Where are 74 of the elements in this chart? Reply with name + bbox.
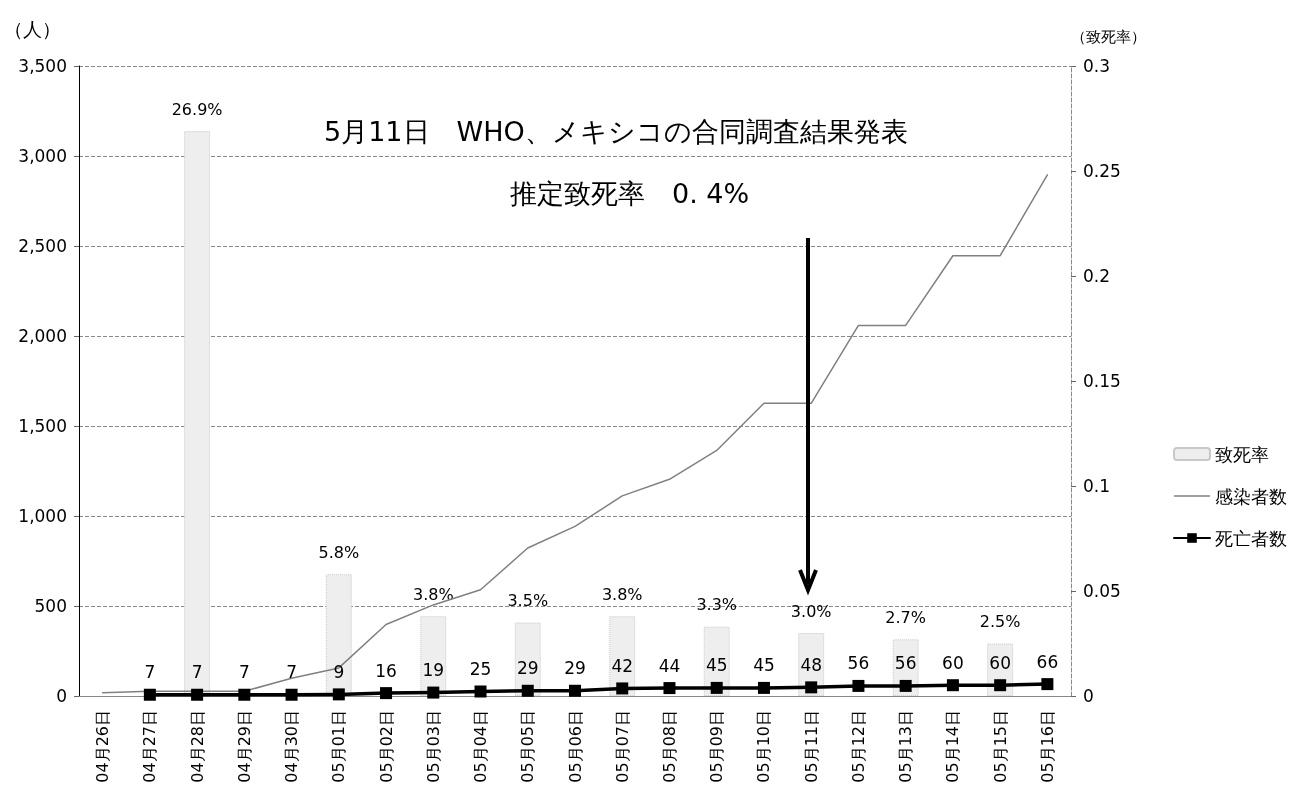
y-tick-label: 1,500: [18, 416, 67, 436]
x-tick-label: 05月03日: [423, 710, 443, 783]
y2-tick-label: 0.15: [1083, 371, 1121, 391]
data-label: 45: [753, 655, 775, 676]
data-label: 3.8%: [412, 584, 454, 604]
data-label: 2.7%: [885, 607, 926, 627]
data-label: 7: [191, 662, 203, 683]
data-label: 3.0%: [790, 601, 832, 621]
x-tick-label: 05月06日: [565, 710, 585, 783]
data-label: 19: [422, 660, 445, 681]
data-label: 7: [144, 662, 156, 683]
x-tick-label: 05月11日: [801, 710, 821, 783]
data-label: 7: [238, 662, 250, 683]
x-tick-label: 05月09日: [707, 710, 727, 783]
x-tick-label: 05月10日: [754, 710, 774, 783]
x-tick-label: 04月30日: [282, 710, 302, 783]
x-tick-label: 04月28日: [187, 710, 207, 783]
data-label: 60: [942, 652, 964, 673]
legend-label: 死亡者数: [1215, 527, 1287, 549]
y-axis-title: （人）: [4, 17, 61, 40]
data-label: 7: [286, 662, 297, 683]
x-tick-label: 05月05日: [518, 710, 538, 783]
y2-tick-label: 0: [1083, 686, 1094, 706]
x-tick-label: 05月13日: [896, 710, 916, 783]
data-label: 56: [894, 653, 917, 674]
x-tick-label: 05月15日: [990, 710, 1010, 783]
y-tick-label: 1,000: [18, 506, 67, 526]
x-tick-label: 04月29日: [234, 710, 254, 783]
data-label: 5.8%: [318, 542, 360, 562]
data-label: 48: [800, 654, 823, 675]
annotation: 推定致死率 0. 4%: [510, 178, 750, 209]
data-label: 25: [469, 659, 492, 679]
data-label: 3.8%: [601, 584, 643, 604]
bar: [325, 574, 352, 696]
data-label: 26.9%: [171, 99, 223, 119]
x-tick-label: 05月04日: [471, 710, 491, 783]
x-tick-label: 05月01日: [329, 710, 349, 783]
data-label: 3.5%: [507, 591, 549, 610]
annotation: 5月11日 WHO、メキシコの合同調査結果発表: [324, 116, 908, 147]
legend-label: 感染者数: [1215, 485, 1287, 507]
y-tick-label: 2,500: [18, 236, 67, 256]
data-label: 16: [375, 660, 397, 681]
y2-tick-label: 0.2: [1083, 266, 1111, 286]
x-tick-label: 05月14日: [943, 710, 963, 783]
y2-axis-title: （致死率）: [1071, 27, 1146, 46]
x-tick-label: 05月16日: [1037, 710, 1057, 783]
x-tick-label: 05月12日: [848, 710, 868, 783]
y-tick-label: 3,000: [18, 146, 67, 166]
y2-tick-label: 0.1: [1083, 476, 1111, 496]
data-label: 42: [611, 655, 634, 676]
y-tick-label: 3,500: [18, 56, 67, 76]
y2-tick-label: 0.25: [1083, 161, 1121, 181]
data-label: 29: [564, 658, 586, 679]
x-tick-label: 05月02日: [376, 710, 396, 783]
x-tick-label: 05月08日: [659, 710, 679, 783]
data-label: 29: [516, 658, 539, 679]
y2-tick-label: 0.3: [1083, 56, 1111, 76]
data-label: 60: [989, 652, 1011, 673]
data-label: 45: [705, 655, 728, 676]
legend-label: 致死率: [1215, 443, 1269, 465]
y-tick-label: 2,000: [18, 326, 67, 346]
data-label: 66: [1036, 651, 1059, 672]
x-tick-label: 04月27日: [140, 710, 160, 783]
data-label: 56: [847, 653, 870, 674]
data-label: 44: [658, 655, 681, 676]
data-label: 9: [333, 661, 345, 682]
data-label: 3.3%: [696, 595, 738, 615]
bar: [184, 131, 211, 696]
y2-tick-label: 0.05: [1083, 581, 1121, 601]
x-tick-label: 05月07日: [612, 710, 632, 783]
y-tick-label: 500: [34, 596, 67, 616]
y-tick-label: 0: [56, 686, 67, 706]
data-label: 2.5%: [979, 612, 1021, 631]
x-tick-label: 04月26日: [93, 710, 113, 783]
